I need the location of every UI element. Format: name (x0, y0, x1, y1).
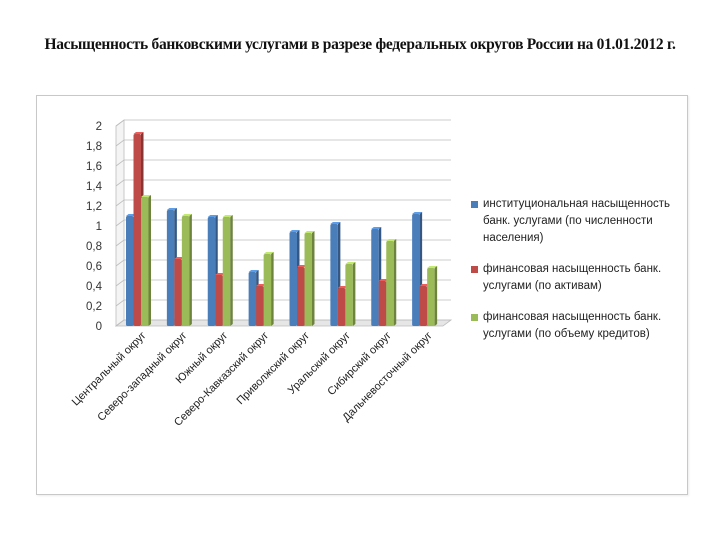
legend-swatch-green (471, 314, 478, 321)
gridline (115, 279, 451, 287)
bar (207, 217, 216, 326)
bar (427, 268, 435, 326)
bar (263, 254, 272, 326)
bar-top (166, 208, 177, 210)
bar (386, 241, 394, 326)
bar-top (427, 266, 438, 268)
bar-side (312, 231, 315, 326)
bar-top (248, 270, 259, 272)
bar (215, 275, 223, 326)
legend-item-credits: финансовая насыщенность банк. услугами (… (471, 309, 686, 343)
bar (289, 232, 297, 326)
gridline (115, 139, 451, 147)
bar-top (371, 227, 382, 229)
bar (222, 217, 231, 326)
bar (378, 281, 387, 326)
bar (141, 197, 149, 326)
gridline (115, 179, 451, 187)
y-tick-label: 1,6 (86, 161, 102, 173)
bar (419, 286, 428, 326)
legend-item-institutional: институциональная насыщенность банк. усл… (471, 196, 686, 247)
y-tick-label: 1,8 (86, 141, 102, 153)
bar-top (133, 132, 144, 134)
x-tick-label: Центральный округ (70, 330, 149, 409)
y-tick-label: 1,4 (86, 181, 103, 193)
legend-swatch-blue (471, 201, 478, 208)
bar (181, 216, 190, 326)
bar-side (271, 252, 274, 326)
bar-top (222, 215, 233, 217)
gridline (115, 219, 451, 227)
y-tick-label: 1,2 (86, 201, 102, 213)
y-tick-label: 0,8 (86, 241, 102, 253)
bar (337, 288, 346, 326)
gridline (115, 299, 451, 307)
legend: институциональная насыщенность банк. усл… (471, 196, 686, 357)
bar-top (386, 239, 397, 241)
bar-side (434, 266, 438, 326)
bar-top (141, 195, 151, 197)
bar-top (330, 222, 341, 224)
bar (256, 286, 264, 326)
bar (371, 229, 379, 326)
y-tick-label: 0 (96, 321, 102, 333)
bar (248, 272, 257, 326)
legend-swatch-red (471, 266, 478, 273)
bar-top (289, 230, 300, 232)
x-tick-label: Приволжский округ (235, 330, 313, 408)
bar (330, 224, 338, 326)
y-tick-label: 1 (96, 221, 102, 233)
gridline (115, 259, 451, 267)
bar-side (352, 262, 356, 326)
legend-label: финансовая насыщенность банк. услугами (… (483, 263, 662, 292)
legend-label: финансовая насыщенность банк. услугами (… (483, 311, 662, 340)
gridline (115, 159, 451, 167)
bar-side (393, 239, 397, 326)
floor (114, 319, 453, 327)
gridline (115, 239, 451, 247)
y-tick-label: 2 (96, 121, 102, 133)
y-tick-label: 0,2 (86, 301, 102, 313)
bar-side (189, 214, 192, 326)
bar (126, 216, 134, 326)
bar (166, 210, 175, 326)
y-tick-label: 0,4 (86, 281, 103, 293)
bar-top (412, 212, 423, 214)
bar-top (263, 252, 274, 254)
bar (304, 233, 312, 326)
page-title: Насыщенность банковскими услугами в разр… (44, 36, 676, 53)
bar-top (181, 214, 192, 216)
bar-side (148, 195, 151, 326)
gridline (115, 199, 451, 207)
bar-side (230, 215, 233, 326)
bar-top (345, 262, 356, 264)
gridline (115, 119, 451, 127)
y-tick-label: 0,6 (86, 261, 102, 273)
legend-label: институциональная насыщенность банк. усл… (483, 198, 670, 244)
bar (174, 259, 182, 326)
legend-item-assets: финансовая насыщенность банк. услугами (… (471, 261, 686, 295)
bar (297, 267, 305, 326)
bar-top (207, 215, 218, 217)
bar (412, 214, 420, 326)
bar (133, 134, 141, 326)
bar-top (304, 231, 315, 233)
bar (345, 264, 353, 326)
